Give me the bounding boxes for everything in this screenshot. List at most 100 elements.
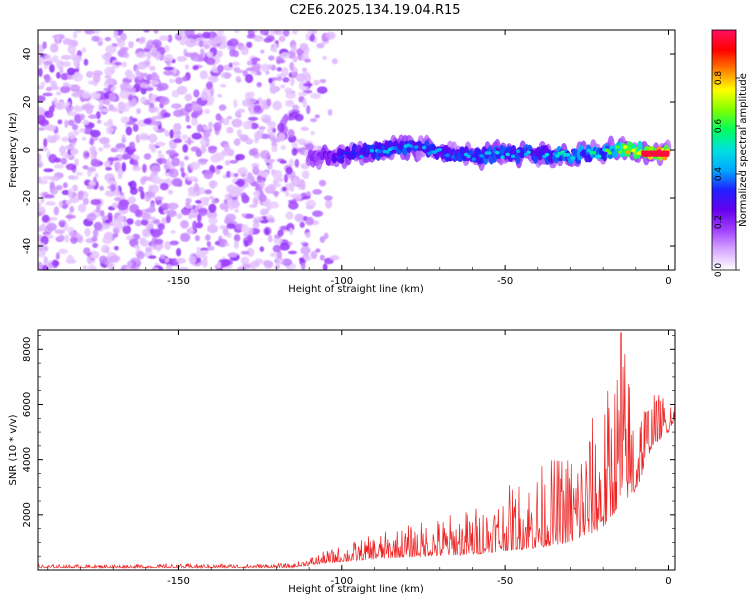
noise-blob [173,109,184,118]
noise-blob [38,56,46,64]
noise-blob [96,119,102,124]
noise-blob [203,44,210,50]
noise-blob [301,170,310,179]
noise-blob [302,195,311,200]
noise-blob [184,52,195,58]
noise-blob [233,66,241,73]
noise-blob [159,182,169,191]
signal-cell [445,147,452,154]
noise-blob [176,55,187,62]
noise-blob [189,161,200,171]
noise-blob [53,164,65,169]
noise-blob [266,35,275,42]
noise-blob [305,216,314,226]
noise-blob [141,72,149,78]
noise-blob [143,30,150,33]
noise-blob [176,85,188,95]
noise-blob [76,171,83,176]
noise-blob [38,201,42,207]
noise-blob [54,229,65,235]
noise-blob [232,201,240,208]
noise-blob [300,180,306,190]
noise-blob [173,138,183,144]
noise-blob [105,166,112,171]
noise-blob [126,73,136,80]
noise-blob [72,184,79,192]
noise-blob [268,77,273,84]
noise-blob [182,144,189,153]
signal-peak [340,151,346,155]
noise-blob [163,112,171,118]
noise-blob [55,35,61,44]
noise-blob [316,42,325,49]
signal-peak [630,148,636,153]
noise-blob [270,30,275,36]
noise-blob [55,101,66,111]
noise-blob [77,203,87,213]
noise-blob [113,30,119,39]
noise-blob [70,148,79,155]
noise-blob [143,118,152,125]
signal-peak [636,151,641,156]
noise-blob [185,204,194,209]
noise-blob [164,258,170,263]
noise-blob [184,64,190,70]
noise-blob [226,126,234,134]
noise-blob [108,92,117,102]
noise-blob [264,228,270,235]
noise-blob [226,223,236,229]
noise-blob [104,190,116,197]
noise-blob [45,86,52,92]
noise-blob [42,92,53,97]
noise-blob [137,61,148,70]
noise-blob [300,246,311,255]
chart-title: C2E6.2025.134.19.04.R15 [289,3,460,18]
noise-blob [49,186,59,195]
noise-blob [156,85,164,92]
noise-blob [89,138,95,146]
noise-blob [74,114,82,124]
noise-blob [158,35,170,41]
noise-blob [260,49,265,54]
noise-blob [99,255,108,264]
noise-blob [195,199,202,204]
noise-blob [67,44,76,54]
noise-blob [291,147,298,156]
noise-blob [208,121,213,129]
noise-blob [168,168,179,178]
signal-peak [479,153,484,158]
noise-blob [289,61,295,71]
noise-blob [164,240,172,250]
noise-blob [276,76,283,81]
noise-blob [167,189,174,195]
noise-blob [185,197,192,204]
noise-blob [125,126,133,136]
noise-blob [240,45,249,56]
signal-peak [471,157,476,162]
noise-blob [103,160,111,169]
noise-blob [90,92,101,100]
noise-blob [193,89,200,98]
signal-peak [385,150,390,154]
noise-blob [147,206,155,214]
noise-blob [140,176,146,185]
noise-blob [267,64,273,70]
noise-blob [208,180,218,189]
noise-blob [195,148,203,157]
noise-blob [265,98,272,107]
noise-blob [285,92,297,99]
noise-blob [260,133,270,140]
signal-peak [408,144,414,148]
noise-blob [313,79,320,86]
noise-blob [101,244,110,254]
noise-blob [129,238,139,248]
noise-blob [64,234,70,243]
noise-blob [295,73,307,83]
signal-peak [607,151,612,155]
noise-blob [95,111,101,120]
noise-blob [271,136,277,144]
noise-blob [89,253,100,258]
noise-blob [302,83,313,87]
noise-blob [102,236,113,245]
noise-blob [72,31,78,39]
